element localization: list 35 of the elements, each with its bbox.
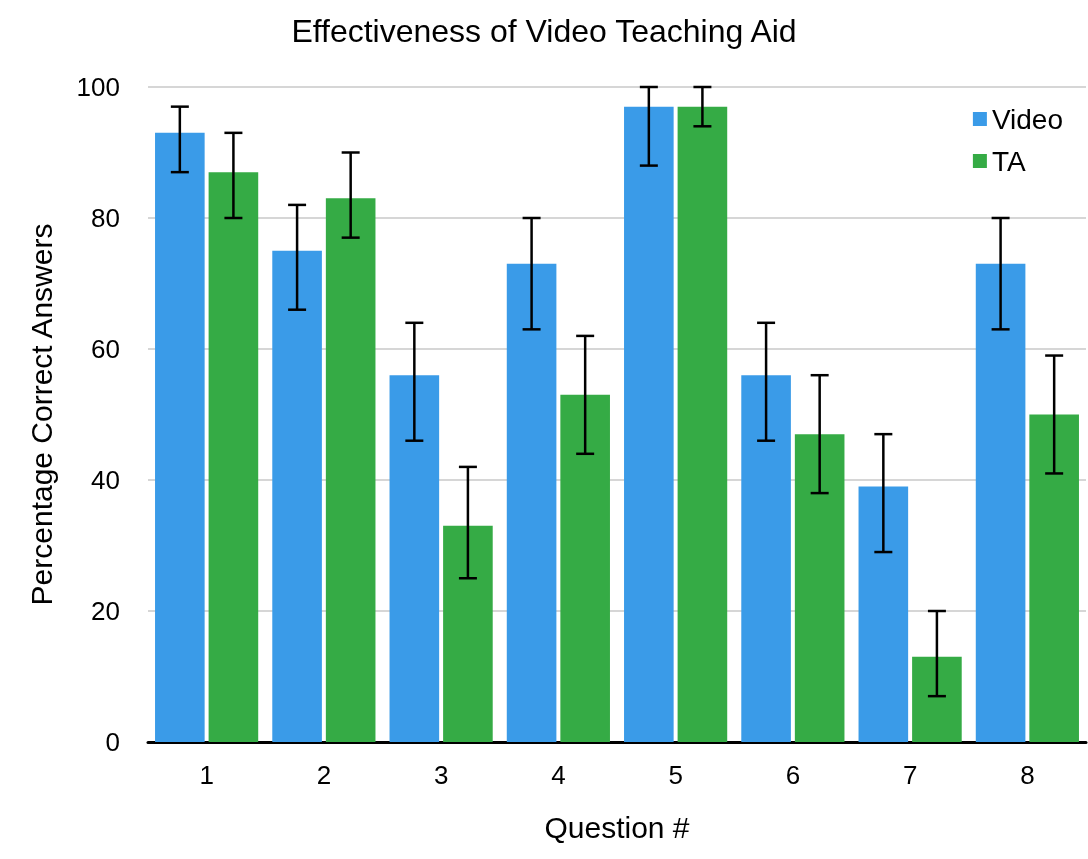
y-tick-label: 100: [76, 72, 120, 102]
bar: [560, 394, 610, 742]
x-tick-label: 1: [199, 760, 214, 790]
x-tick-label: 5: [668, 760, 683, 790]
x-tick-label: 4: [551, 760, 566, 790]
bar: [794, 434, 845, 742]
x-tick-label: 3: [433, 760, 449, 790]
chart-title: Effectiveness of Video Teaching Aid: [291, 13, 797, 49]
bar: [624, 106, 674, 742]
x-tick-label: 7: [902, 760, 918, 790]
bar: [272, 250, 322, 742]
bar: [975, 263, 1026, 742]
bar: [208, 172, 259, 742]
legend-label: TA: [991, 145, 1026, 177]
legend-label: Video: [991, 103, 1063, 135]
bar: [1029, 414, 1079, 742]
x-axis-title: Question #: [544, 810, 690, 844]
bar: [506, 263, 557, 742]
y-tick-label: 80: [91, 203, 120, 233]
bar: [858, 486, 909, 742]
bar: [912, 656, 962, 742]
bar: [155, 132, 205, 742]
bar: [325, 198, 376, 742]
x-tick-label: 6: [785, 760, 801, 790]
bar: [741, 375, 791, 742]
bar: [443, 525, 493, 742]
y-axis-title: Percentage Correct Answers: [24, 223, 58, 606]
y-tick-label: 0: [105, 727, 120, 757]
y-tick-label: 40: [91, 465, 120, 495]
bar: [677, 106, 728, 742]
y-tick-label: 20: [91, 596, 120, 626]
y-tick-label: 60: [91, 334, 120, 364]
x-tick-label: 8: [1020, 760, 1035, 790]
bar: [389, 375, 440, 742]
x-tick-label: 2: [316, 760, 332, 790]
